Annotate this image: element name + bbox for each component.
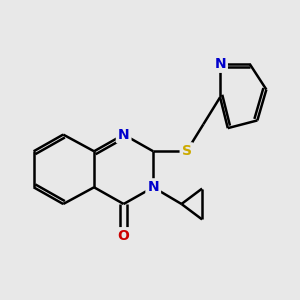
Text: N: N	[118, 128, 130, 142]
Text: N: N	[214, 57, 226, 71]
Text: N: N	[147, 180, 159, 194]
Text: O: O	[118, 229, 130, 243]
Text: S: S	[182, 144, 192, 158]
